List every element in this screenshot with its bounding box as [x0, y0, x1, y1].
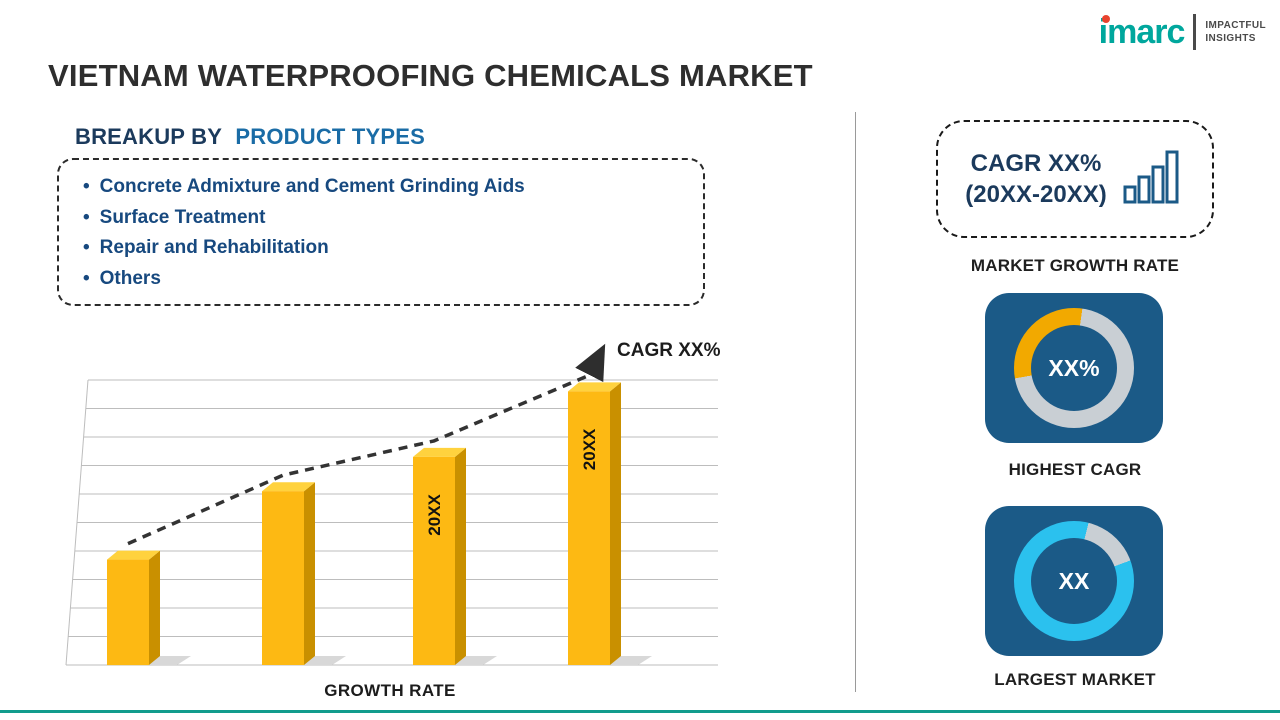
bar — [107, 559, 149, 666]
highest-cagr-value: XX% — [1048, 354, 1100, 381]
breakup-heading-highlight: PRODUCT TYPES — [235, 124, 425, 149]
list-item: • Concrete Admixture and Cement Grinding… — [83, 172, 685, 203]
bar-side — [610, 382, 621, 665]
bar — [413, 456, 455, 665]
vertical-divider — [855, 112, 856, 692]
brand-label: imarc — [1098, 13, 1186, 51]
bullet-icon: • — [83, 267, 90, 289]
imarc-brand-text: imarc — [1099, 15, 1185, 49]
bar-side — [149, 550, 160, 665]
highest-cagr-tile: XX% — [985, 293, 1163, 443]
chart-x-axis-label: GROWTH RATE — [324, 681, 456, 700]
page-title: VIETNAM WATERPROOFING CHEMICALS MARKET — [48, 58, 813, 93]
bar-chart-icon — [1123, 149, 1185, 210]
bar — [568, 391, 610, 665]
cagr-card: CAGR XX% (20XX-20XX) — [936, 120, 1214, 238]
cagr-card-text: CAGR XX% (20XX-20XX) — [965, 148, 1106, 210]
trend-arrow — [127, 343, 606, 546]
bar-label: 20XX — [580, 428, 599, 470]
breakup-heading-prefix: BREAKUP BY — [75, 124, 223, 149]
bar-side — [304, 482, 315, 665]
bar-top — [107, 550, 160, 560]
list-item-label: Repair and Rehabilitation — [99, 237, 329, 258]
list-item-label: Surface Treatment — [99, 206, 266, 228]
bullet-icon: • — [83, 237, 90, 258]
bullet-icon: • — [83, 176, 90, 197]
list-item: • Repair and Rehabilitation — [83, 233, 685, 264]
highest-cagr-donut-chart: XX% — [1014, 308, 1134, 428]
list-item-label: Concrete Admixture and Cement Grinding A… — [99, 176, 525, 197]
growth-rate-chart: 20XX 20XX CAGR XX% GROWTH RATE — [40, 340, 780, 712]
largest-market-donut-chart: XX — [1014, 521, 1134, 641]
product-types-box: • Concrete Admixture and Cement Grinding… — [57, 158, 705, 306]
cagr-trend-label: CAGR XX% — [617, 340, 721, 361]
bar-chart-svg: 20XX 20XX — [65, 343, 718, 666]
bar — [262, 491, 304, 665]
bar-top — [413, 447, 466, 457]
logo-tagline: IMPACTFUL INSIGHTS — [1205, 19, 1266, 45]
largest-market-label: LARGEST MARKET — [994, 670, 1156, 689]
bar-label: 20XX — [425, 493, 444, 535]
largest-market-value: XX — [1058, 567, 1090, 594]
largest-market-tile: XX — [985, 506, 1163, 656]
brand-red-dot-icon — [1101, 15, 1110, 23]
imarc-logo: imarc IMPACTFUL INSIGHTS — [1099, 14, 1266, 50]
logo-divider — [1193, 14, 1197, 50]
list-item: • Surface Treatment — [83, 203, 685, 234]
cagr-value-line: CAGR XX% — [970, 149, 1102, 177]
market-growth-rate-label: MARKET GROWTH RATE — [970, 256, 1180, 275]
bar-side — [455, 447, 466, 665]
list-item-label: Others — [99, 267, 161, 289]
breakup-heading: BREAKUP BY PRODUCT TYPES — [75, 124, 425, 150]
bar-top — [568, 382, 621, 392]
list-item: • Others — [83, 264, 685, 295]
tagline-top: IMPACTFUL — [1205, 20, 1266, 31]
bar-top — [262, 482, 315, 492]
bullet-icon: • — [83, 206, 90, 228]
highest-cagr-label: HIGHEST CAGR — [1008, 460, 1142, 479]
grid-edge — [65, 379, 89, 666]
cagr-period-line: (20XX-20XX) — [965, 181, 1107, 208]
tagline-bottom: INSIGHTS — [1205, 33, 1256, 44]
bottom-accent-bar — [0, 710, 1280, 713]
